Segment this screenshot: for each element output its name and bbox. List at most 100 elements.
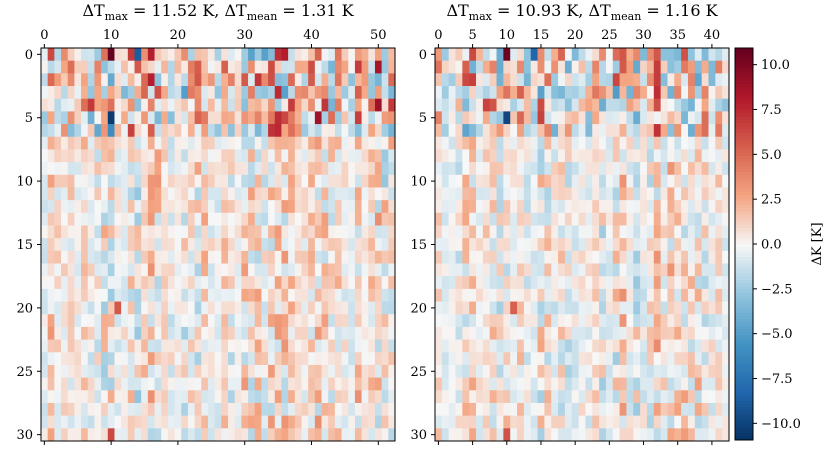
- colorbar-tick-label: −10.0: [761, 417, 801, 432]
- heatmap-cell: [248, 263, 256, 277]
- heatmap-cell: [341, 73, 349, 87]
- heatmap-cell: [248, 428, 256, 442]
- heatmap-cell: [599, 390, 607, 404]
- heatmap-cell: [127, 136, 135, 150]
- heatmap-cell: [174, 390, 182, 404]
- heatmap-cell: [537, 250, 545, 264]
- heatmap-cell: [674, 428, 682, 442]
- heatmap-cell: [328, 288, 336, 302]
- heatmap-cell: [653, 174, 662, 188]
- heatmap-cell: [592, 60, 600, 74]
- heatmap-cell: [701, 48, 709, 62]
- heatmap-cell: [687, 136, 696, 150]
- colorbar-segment: [735, 70, 753, 75]
- heatmap-cell: [234, 263, 242, 277]
- heatmap-cell: [523, 98, 532, 112]
- heatmap-cell: [67, 415, 75, 429]
- colorbar-tick-label: −2.5: [761, 282, 793, 297]
- heatmap-cell: [221, 225, 229, 239]
- heatmap-cell: [715, 364, 723, 379]
- heatmap-cell: [448, 352, 456, 366]
- heatmap-cell: [47, 339, 55, 353]
- heatmap-cell: [268, 162, 276, 176]
- heatmap-cell: [694, 390, 703, 404]
- heatmap-cell: [308, 402, 316, 417]
- heatmap-cell: [221, 86, 229, 100]
- heatmap-cell: [612, 428, 621, 442]
- heatmap-cell: [81, 390, 89, 404]
- heatmap-cell: [687, 187, 696, 201]
- heatmap-cell: [274, 352, 282, 366]
- heatmap-cell: [107, 314, 115, 328]
- heatmap-cell: [482, 326, 491, 340]
- heatmap-cell: [194, 326, 202, 340]
- heatmap-cell: [328, 364, 336, 379]
- heatmap-cell: [174, 377, 182, 391]
- heatmap-cell: [653, 98, 662, 112]
- heatmap-cell: [626, 415, 634, 429]
- heatmap-cell: [107, 352, 115, 366]
- heatmap-cell: [441, 187, 450, 201]
- heatmap-cell: [605, 415, 614, 429]
- heatmap-cell: [381, 415, 389, 429]
- heatmap-cell: [653, 377, 662, 391]
- heatmap-cell: [592, 124, 600, 138]
- heatmap-cell: [294, 428, 302, 442]
- heatmap-cell: [74, 377, 82, 391]
- heatmap-cell: [134, 339, 142, 353]
- heatmap-cell: [134, 314, 142, 328]
- heatmap-cell: [248, 238, 256, 252]
- heatmap-cell: [221, 124, 229, 138]
- heatmap-cell: [348, 86, 356, 100]
- heatmap-cell: [167, 250, 175, 264]
- heatmap-cell: [134, 225, 142, 239]
- heatmap-cell: [348, 136, 356, 150]
- heatmap-cell: [127, 250, 135, 264]
- heatmap-cell: [612, 263, 621, 277]
- heatmap-cell: [674, 187, 682, 201]
- heatmap-cell: [374, 314, 383, 328]
- heatmap-cell: [294, 174, 302, 188]
- heatmap-cell: [361, 48, 369, 62]
- heatmap-cell: [605, 200, 614, 214]
- heatmap-cell: [127, 288, 135, 302]
- heatmap-cell: [114, 415, 122, 429]
- heatmap-cell: [633, 402, 641, 417]
- heatmap-cell: [551, 428, 559, 442]
- heatmap-cell: [94, 48, 102, 62]
- heatmap-cell: [61, 339, 69, 353]
- heatmap-cell: [523, 276, 532, 290]
- heatmap-cell: [530, 73, 538, 87]
- heatmap-cell: [107, 98, 115, 112]
- colorbar-segment: [735, 74, 753, 78]
- heatmap-cell: [462, 288, 470, 302]
- heatmap-cell: [708, 390, 716, 404]
- colorbar-segment: [735, 87, 753, 91]
- heatmap-cell: [653, 149, 662, 163]
- heatmap-cell: [646, 276, 655, 290]
- heatmap-cell: [489, 149, 497, 163]
- heatmap-cell: [660, 314, 668, 328]
- heatmap-cell: [537, 111, 545, 125]
- heatmap-cell: [261, 428, 269, 442]
- heatmap-cell: [221, 187, 229, 201]
- heatmap-cell: [308, 187, 316, 201]
- heatmap-cell: [54, 377, 62, 391]
- heatmap-cell: [154, 136, 162, 150]
- heatmap-cell: [254, 314, 262, 328]
- heatmap-cell: [551, 48, 559, 62]
- heatmap-cell: [321, 60, 329, 74]
- heatmap-cell: [653, 339, 662, 353]
- heatmap-cell: [167, 428, 175, 442]
- heatmap-cell: [174, 73, 182, 87]
- heatmap-cell: [321, 326, 329, 340]
- heatmap-cell: [564, 162, 573, 176]
- heatmap-cell: [558, 288, 566, 302]
- heatmap-cell: [633, 288, 641, 302]
- heatmap-cell: [288, 402, 296, 417]
- heatmap-cell: [174, 212, 182, 226]
- heatmap-cell: [489, 86, 497, 100]
- heatmap-cell: [134, 276, 142, 290]
- heatmap-cell: [274, 377, 282, 391]
- heatmap-cell: [448, 390, 456, 404]
